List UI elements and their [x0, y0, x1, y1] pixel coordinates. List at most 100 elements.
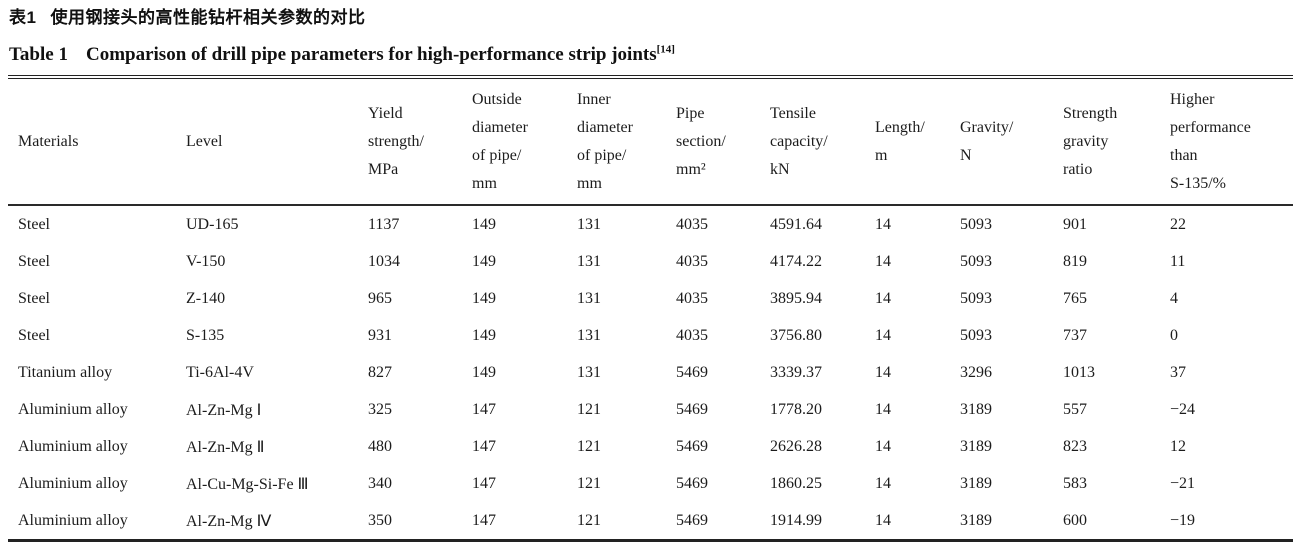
table-cell: 325 [368, 400, 392, 418]
table-cell: 901 [1063, 215, 1087, 233]
table-cell: 22 [1170, 215, 1186, 233]
table-cell: Titanium alloy [18, 363, 113, 381]
table-cell: −19 [1170, 511, 1196, 529]
table-cell: 5469 [676, 511, 708, 529]
table-row: Aluminium alloy Al-Zn-Mg Ⅱ 480 147 121 5469 26… [8, 428, 1293, 465]
table-cell: 121 [577, 474, 601, 492]
table-cell: Aluminium alloy [18, 400, 128, 418]
column-header-pipe-section: Pipe section/ mm² [676, 77, 770, 206]
table-title-en: Table 1 Comparison of drill pipe paramete… [0, 29, 1301, 66]
table-cell: 1013 [1063, 363, 1095, 381]
table-cell: 3296 [960, 363, 992, 381]
table-cell: 131 [577, 215, 601, 233]
table-cell: Z-140 [186, 289, 226, 307]
table-cell: 765 [1063, 289, 1087, 307]
table-cell: 14 [875, 400, 891, 418]
table-title-zh: 表1 使用钢接头的高性能钻杆相关参数的对比 [0, 0, 1301, 29]
column-header-length: Length/ m [875, 77, 960, 206]
table-cell: 1778.20 [770, 400, 822, 418]
table-cell: 121 [577, 400, 601, 418]
table-cell: Steel [18, 215, 50, 233]
table-header: Materials Level Yield strength/ MPa Outs… [8, 77, 1293, 206]
table-cell: 131 [577, 252, 601, 270]
table-cell: Steel [18, 289, 50, 307]
table-cell: Al-Zn-Mg Ⅳ [186, 512, 272, 530]
table-cell: 1034 [368, 252, 400, 270]
table-cell: 149 [472, 252, 496, 270]
table-cell: S-135 [186, 326, 225, 344]
table-cell: 131 [577, 326, 601, 344]
table-cell: 819 [1063, 252, 1087, 270]
table-cell: 5093 [960, 252, 992, 270]
table-cell: 4035 [676, 289, 708, 307]
table-cell: 147 [472, 400, 496, 418]
table-cell: 340 [368, 474, 392, 492]
column-header-strength-gravity-ratio: Strength gravity ratio [1063, 77, 1170, 206]
table-cell: 3339.37 [770, 363, 822, 381]
table-title-en-text: Comparison of drill pipe parameters for … [85, 44, 657, 65]
citation-reference: [14] [656, 43, 675, 56]
table-cell: 3756.80 [770, 326, 822, 344]
table-row: Aluminium alloy Al-Zn-Mg Ⅳ 350 147 121 5469 19… [8, 502, 1293, 541]
table-row: Steel UD-165 1137 149 131 4035 4591.64 14 5093 90… [8, 205, 1293, 243]
table-cell: Aluminium alloy [18, 437, 128, 455]
table-cell: 600 [1063, 511, 1087, 529]
table-cell: 149 [472, 289, 496, 307]
table-cell: Aluminium alloy [18, 511, 128, 529]
table-cell: 737 [1063, 326, 1087, 344]
table-cell: 14 [875, 363, 891, 381]
table-cell: 149 [472, 363, 496, 381]
table-cell: Al-Cu-Mg-Si-Fe Ⅲ [186, 475, 309, 493]
table-cell: 480 [368, 437, 392, 455]
table-cell: −24 [1170, 400, 1196, 418]
column-header-yield-strength: Yield strength/ MPa [368, 77, 472, 206]
table-cell: 121 [577, 511, 601, 529]
column-header-outside-diameter: Outside diameter of pipe/ mm [472, 77, 577, 206]
table-cell: 131 [577, 363, 601, 381]
table-row: Steel V-150 1034 149 131 4035 4174.22 14 5093 819… [8, 243, 1293, 280]
table-cell: Ti-6Al-4V [186, 363, 254, 381]
table-cell: 0 [1170, 326, 1178, 344]
table-row: Steel S-135 931 149 131 4035 3756.80 14 5093 737 0 [8, 317, 1293, 354]
table-cell: Al-Zn-Mg Ⅰ [186, 401, 262, 419]
table-cell: 14 [875, 252, 891, 270]
table-cell: V-150 [186, 252, 226, 270]
table-cell: 4 [1170, 289, 1178, 307]
table-cell: 147 [472, 511, 496, 529]
drill-pipe-parameters-table: Materials Level Yield strength/ MPa Outs… [8, 75, 1293, 542]
table-cell: 4035 [676, 326, 708, 344]
table-cell: 3189 [960, 437, 992, 455]
table-cell: 14 [875, 215, 891, 233]
table-cell: 5469 [676, 474, 708, 492]
table-title-zh-number: 表1 [9, 8, 37, 27]
table-cell: 37 [1170, 363, 1186, 381]
table-cell: 5093 [960, 289, 992, 307]
table-cell: Aluminium alloy [18, 474, 128, 492]
table-cell: 147 [472, 474, 496, 492]
table-cell: 1137 [368, 215, 400, 233]
table-cell: 350 [368, 511, 392, 529]
column-header-materials: Materials [8, 77, 186, 206]
table-cell: 14 [875, 437, 891, 455]
column-header-inner-diameter: Inner diameter of pipe/ mm [577, 77, 676, 206]
table-cell: 5093 [960, 215, 992, 233]
table-cell: 1914.99 [770, 511, 822, 529]
table-cell: 5469 [676, 363, 708, 381]
table-cell: 12 [1170, 437, 1186, 455]
table-cell: 557 [1063, 400, 1087, 418]
table-title-en-number: Table 1 [9, 44, 68, 65]
table-cell: 2626.28 [770, 437, 822, 455]
table-row: Aluminium alloy Al-Zn-Mg Ⅰ 325 147 121 5469 17… [8, 391, 1293, 428]
table-cell: 11 [1170, 252, 1186, 270]
table-cell: 931 [368, 326, 392, 344]
table-body: Steel UD-165 1137 149 131 4035 4591.64 14 5093 90… [8, 205, 1293, 541]
table-cell: 5093 [960, 326, 992, 344]
table-row: Titanium alloy Ti-6Al-4V 827 149 131 5469 3339… [8, 354, 1293, 391]
table-cell: 121 [577, 437, 601, 455]
table-cell: 14 [875, 289, 891, 307]
table-row: Aluminium alloy Al-Cu-Mg-Si-Fe Ⅲ 340 147 121… [8, 465, 1293, 502]
table-cell: 4035 [676, 215, 708, 233]
table-cell: 827 [368, 363, 392, 381]
column-header-higher-performance: Higher performance than S-135/% [1170, 77, 1293, 206]
